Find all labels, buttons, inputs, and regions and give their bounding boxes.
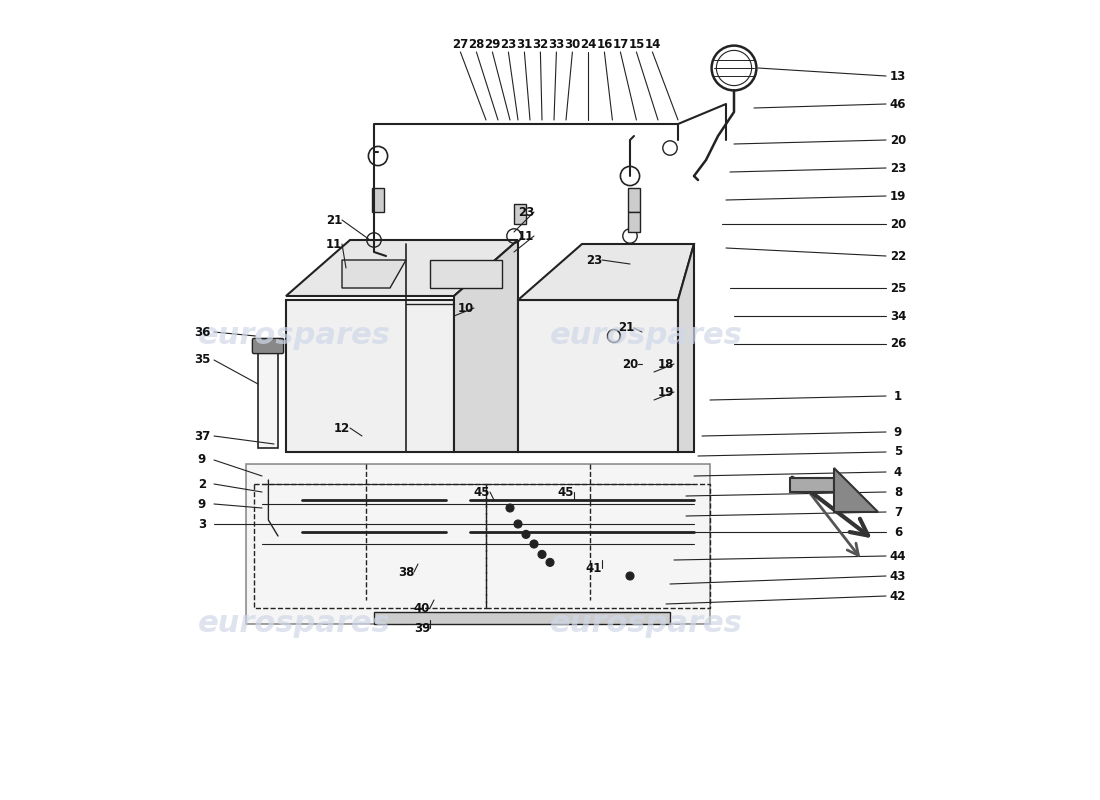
FancyBboxPatch shape: [286, 300, 454, 452]
Text: 16: 16: [596, 38, 613, 50]
Polygon shape: [246, 464, 710, 624]
Text: 19: 19: [658, 386, 674, 398]
Text: 45: 45: [474, 486, 491, 498]
Polygon shape: [374, 612, 670, 624]
Text: 26: 26: [890, 338, 906, 350]
Text: 41: 41: [586, 562, 602, 574]
Text: 39: 39: [414, 622, 430, 634]
Text: 22: 22: [890, 250, 906, 262]
Polygon shape: [342, 260, 406, 288]
Text: 40: 40: [414, 602, 430, 614]
Text: 20: 20: [890, 218, 906, 230]
Text: 23: 23: [890, 162, 906, 174]
FancyBboxPatch shape: [373, 188, 384, 212]
Text: 28: 28: [469, 38, 485, 50]
Text: 10: 10: [458, 302, 474, 314]
Text: 37: 37: [194, 430, 210, 442]
Text: 15: 15: [628, 38, 645, 50]
Circle shape: [626, 572, 634, 580]
Text: 27: 27: [452, 38, 469, 50]
Text: 17: 17: [613, 38, 628, 50]
Text: 20: 20: [890, 134, 906, 146]
Text: 23: 23: [500, 38, 517, 50]
Text: 30: 30: [564, 38, 581, 50]
Circle shape: [546, 558, 554, 566]
Text: eurospares: eurospares: [198, 610, 390, 638]
Text: 12: 12: [334, 422, 350, 434]
Text: 5: 5: [894, 446, 902, 458]
Text: 44: 44: [890, 550, 906, 562]
Text: eurospares: eurospares: [550, 610, 742, 638]
Circle shape: [538, 550, 546, 558]
Text: 20: 20: [621, 358, 638, 370]
Text: 1: 1: [894, 390, 902, 402]
Text: 23: 23: [518, 206, 535, 218]
Text: 31: 31: [516, 38, 532, 50]
Text: 45: 45: [558, 486, 574, 498]
Text: 18: 18: [658, 358, 674, 370]
Text: 9: 9: [198, 454, 206, 466]
FancyBboxPatch shape: [628, 188, 640, 212]
FancyBboxPatch shape: [518, 300, 678, 452]
Text: 19: 19: [890, 190, 906, 202]
FancyBboxPatch shape: [628, 212, 640, 232]
Text: 42: 42: [890, 590, 906, 602]
Text: 4: 4: [894, 466, 902, 478]
Polygon shape: [518, 244, 694, 300]
Text: 9: 9: [198, 498, 206, 510]
Text: 38: 38: [398, 566, 415, 578]
Text: 25: 25: [890, 282, 906, 294]
Text: 21: 21: [326, 214, 342, 226]
Circle shape: [522, 530, 530, 538]
FancyBboxPatch shape: [258, 352, 278, 448]
Text: 11: 11: [326, 238, 342, 250]
Text: 9: 9: [894, 426, 902, 438]
Text: 14: 14: [645, 38, 661, 50]
Circle shape: [514, 520, 522, 528]
Text: eurospares: eurospares: [198, 322, 390, 350]
Text: 29: 29: [484, 38, 500, 50]
Text: 2: 2: [198, 478, 206, 490]
Text: 34: 34: [890, 310, 906, 322]
Text: 32: 32: [532, 38, 549, 50]
Text: 6: 6: [894, 526, 902, 538]
Text: 21: 21: [618, 322, 634, 334]
Text: 13: 13: [890, 70, 906, 82]
Text: 46: 46: [890, 98, 906, 110]
Circle shape: [506, 504, 514, 512]
FancyBboxPatch shape: [252, 338, 284, 354]
Text: 7: 7: [894, 506, 902, 518]
Text: 11: 11: [518, 230, 535, 242]
Circle shape: [620, 166, 639, 186]
Text: 35: 35: [194, 354, 210, 366]
Polygon shape: [834, 468, 878, 512]
FancyBboxPatch shape: [514, 204, 526, 224]
Text: 3: 3: [198, 518, 206, 530]
Polygon shape: [454, 240, 518, 452]
Text: 36: 36: [194, 326, 210, 338]
Text: 33: 33: [548, 38, 564, 50]
Text: 24: 24: [580, 38, 596, 50]
Text: 23: 23: [586, 254, 602, 266]
Text: 8: 8: [894, 486, 902, 498]
Polygon shape: [286, 240, 518, 296]
Text: eurospares: eurospares: [550, 322, 742, 350]
Polygon shape: [430, 260, 502, 288]
Polygon shape: [678, 244, 694, 452]
Text: 43: 43: [890, 570, 906, 582]
Polygon shape: [790, 478, 834, 492]
Circle shape: [530, 540, 538, 548]
Circle shape: [368, 146, 387, 166]
